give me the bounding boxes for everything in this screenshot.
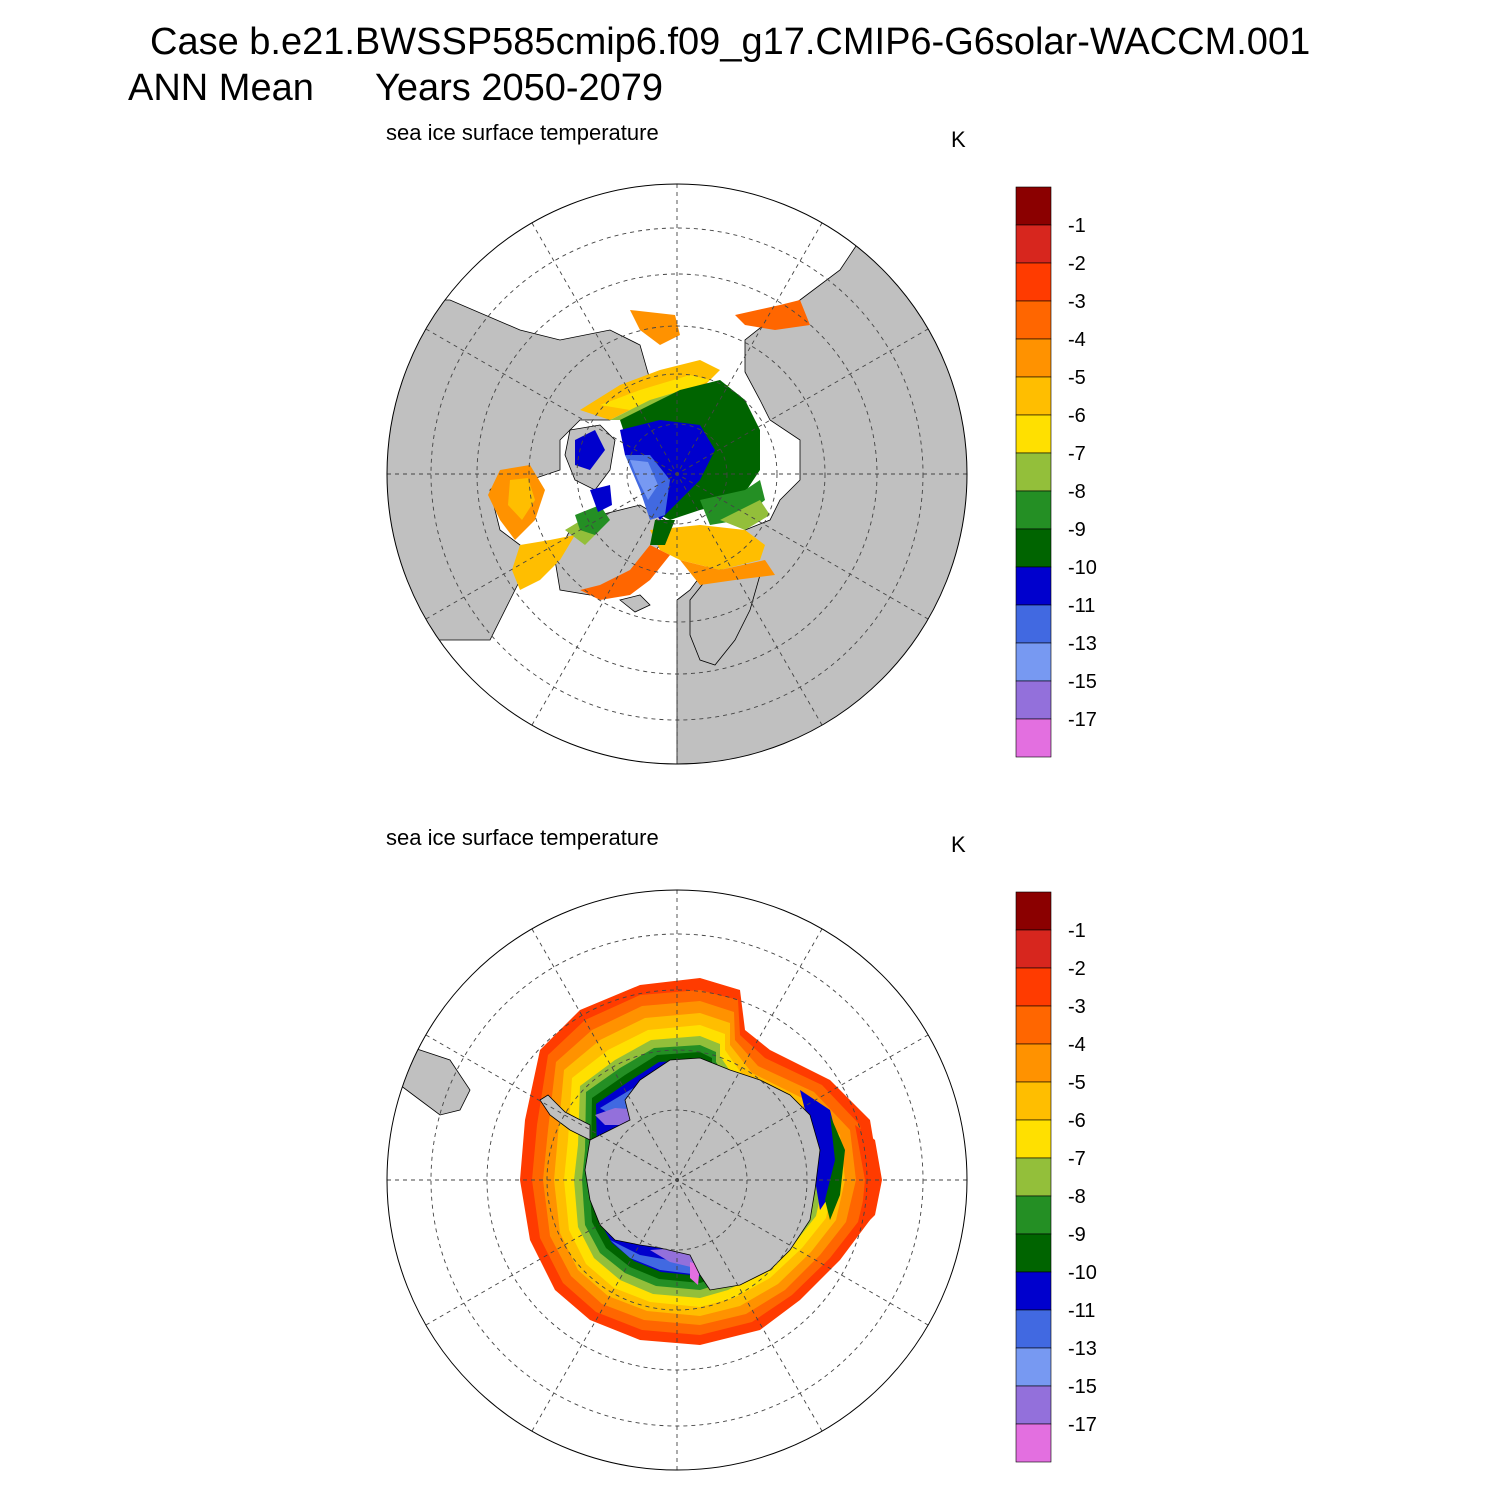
north-colorbar-box (1015, 300, 1052, 340)
north-colorbar-box (1015, 718, 1052, 758)
south-units-label: K (951, 832, 966, 857)
south-colorbar-tick-label: -17 (1068, 1414, 1097, 1436)
north-sea-ice-field (488, 300, 810, 600)
season-label: ANN Mean (128, 67, 314, 109)
south-colorbar-box (1015, 1385, 1052, 1425)
south-colorbar-tick-label: -7 (1068, 1148, 1086, 1170)
south-colorbar: -1 -2 -3 -4 -5 -6 -7 -8 -9 -10 -11 -13 -15 -17 (1015, 891, 1097, 1463)
north-colorbar-tick-label: -5 (1068, 367, 1086, 389)
north-colorbar-tick-label: -15 (1068, 671, 1097, 693)
south-colorbar-tick-label: -2 (1068, 958, 1086, 980)
north-colorbar-box (1015, 414, 1052, 454)
south-graticule (387, 890, 967, 1470)
south-colorbar-box (1015, 1081, 1052, 1121)
north-colorbar-tick-label: -8 (1068, 481, 1086, 503)
south-colorbar-box (1015, 1119, 1052, 1159)
south-colorbar-tick-label: -15 (1068, 1376, 1097, 1398)
north-colorbar-tick-label: -1 (1068, 215, 1086, 237)
north-colorbar-tick-label: -13 (1068, 633, 1097, 655)
years-label: Years 2050-2079 (375, 67, 664, 109)
south-colorbar-box (1015, 1347, 1052, 1387)
north-colorbar-box (1015, 224, 1052, 264)
north-colorbar-box (1015, 376, 1052, 416)
north-colorbar-box (1015, 604, 1052, 644)
north-colorbar-box (1015, 680, 1052, 720)
south-colorbar-box (1015, 1005, 1052, 1045)
south-colorbar-box (1015, 1195, 1052, 1235)
north-colorbar: -1 -2 -3 -4 -5 -6 -7 -8 -9 -10 -11 -13 -15 -17 (1015, 186, 1097, 758)
north-panel-title: sea ice surface temperature (386, 120, 659, 145)
south-colorbar-box (1015, 1271, 1052, 1311)
north-polar-map (386, 183, 968, 765)
north-colorbar-box (1015, 338, 1052, 378)
south-colorbar-tick-label: -13 (1068, 1338, 1097, 1360)
south-colorbar-tick-label: -5 (1068, 1072, 1086, 1094)
south-land-antarctica (584, 1057, 821, 1291)
north-colorbar-tick-label: -10 (1068, 557, 1097, 579)
south-colorbar-tick-label: -1 (1068, 920, 1086, 942)
south-colorbar-box (1015, 929, 1052, 969)
south-colorbar-tick-label: -9 (1068, 1224, 1086, 1246)
south-polar-map (386, 889, 968, 1471)
north-colorbar-box (1015, 186, 1052, 226)
north-colorbar-box (1015, 566, 1052, 606)
south-colorbar-tick-label: -3 (1068, 996, 1086, 1018)
north-colorbar-tick-label: -17 (1068, 709, 1097, 731)
south-colorbar-box (1015, 1157, 1052, 1197)
north-colorbar-tick-label: -7 (1068, 443, 1086, 465)
south-colorbar-tick-label: -11 (1068, 1300, 1095, 1322)
north-graticule (387, 184, 967, 764)
north-colorbar-tick-label: -3 (1068, 291, 1086, 313)
north-colorbar-tick-label: -6 (1068, 405, 1086, 427)
north-units-label: K (951, 127, 966, 152)
south-colorbar-tick-label: -6 (1068, 1110, 1086, 1132)
north-colorbar-tick-label: -9 (1068, 519, 1086, 541)
north-colorbar-box (1015, 490, 1052, 530)
south-land-peninsula (539, 1094, 591, 1141)
north-colorbar-tick-label: -2 (1068, 253, 1086, 275)
south-colorbar-box (1015, 967, 1052, 1007)
north-colorbar-box (1015, 262, 1052, 302)
north-colorbar-tick-label: -11 (1068, 595, 1095, 617)
south-colorbar-box (1015, 1233, 1052, 1273)
south-colorbar-tick-label: -10 (1068, 1262, 1097, 1284)
south-colorbar-box (1015, 891, 1052, 931)
north-colorbar-box (1015, 642, 1052, 682)
south-colorbar-tick-label: -4 (1068, 1034, 1086, 1056)
south-colorbar-box (1015, 1423, 1052, 1463)
north-land-iceland (619, 594, 651, 613)
north-colorbar-box (1015, 452, 1052, 492)
south-colorbar-box (1015, 1309, 1052, 1349)
south-colorbar-tick-label: -8 (1068, 1186, 1086, 1208)
north-colorbar-box (1015, 528, 1052, 568)
north-colorbar-tick-label: -4 (1068, 329, 1086, 351)
south-panel-title: sea ice surface temperature (386, 825, 659, 850)
case-title: Case b.e21.BWSSP585cmip6.f09_g17.CMIP6-G… (150, 21, 1311, 63)
south-colorbar-box (1015, 1043, 1052, 1083)
